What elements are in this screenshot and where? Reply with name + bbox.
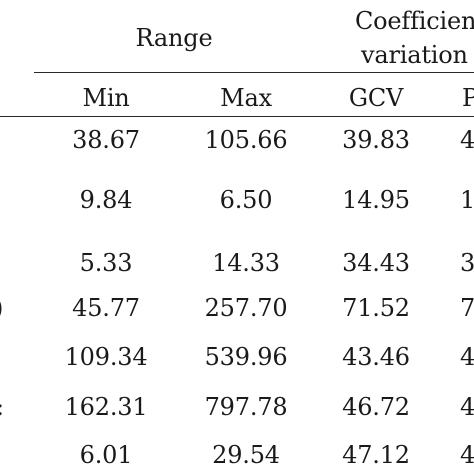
col-header-max: Max xyxy=(220,84,272,112)
cell-min: 9.84 xyxy=(79,186,133,214)
cell-max: 539.96 xyxy=(204,343,288,371)
cell-gcv: 39.83 xyxy=(342,126,410,154)
cell-pcv: 4 xyxy=(460,441,474,469)
cell-pcv: 4 xyxy=(460,343,474,371)
cell-min: 109.34 xyxy=(64,343,148,371)
cell-pcv: 7 xyxy=(460,294,474,322)
range-group-header: Range xyxy=(135,24,213,52)
cell-min: 6.01 xyxy=(79,441,133,469)
cell-gcv: 34.43 xyxy=(342,249,410,277)
cell-max: 29.54 xyxy=(212,441,280,469)
cell-pcv: 3 xyxy=(460,249,474,277)
col-header-min: Min xyxy=(82,84,130,112)
group-header-rule xyxy=(34,72,474,73)
cell-gcv: 47.12 xyxy=(342,441,410,469)
cv-group-header-line2: variation ( xyxy=(361,41,474,69)
cv-group-header-line1: Coefficien xyxy=(355,7,474,35)
col-header-gcv: GCV xyxy=(348,84,404,112)
cell-min: 5.33 xyxy=(79,249,133,277)
cell-max: 257.70 xyxy=(204,294,288,322)
row-label-fragment: : xyxy=(0,395,4,419)
cell-pcv: 1 xyxy=(460,186,474,214)
cell-gcv: 14.95 xyxy=(342,186,410,214)
cell-max: 14.33 xyxy=(212,249,280,277)
cell-min: 45.77 xyxy=(72,294,140,322)
cell-max: 6.50 xyxy=(219,186,273,214)
cell-pcv: 4 xyxy=(460,393,474,421)
column-header-rule xyxy=(0,116,474,117)
col-header-pcv: P xyxy=(462,84,474,112)
cell-max: 105.66 xyxy=(204,126,288,154)
cell-gcv: 71.52 xyxy=(342,294,410,322)
cell-max: 797.78 xyxy=(204,393,288,421)
cell-gcv: 46.72 xyxy=(342,393,410,421)
cell-gcv: 43.46 xyxy=(342,343,410,371)
cell-min: 38.67 xyxy=(72,126,140,154)
cell-min: 162.31 xyxy=(64,393,148,421)
cell-pcv: 4 xyxy=(460,126,474,154)
row-label-fragment: ) xyxy=(0,296,3,320)
